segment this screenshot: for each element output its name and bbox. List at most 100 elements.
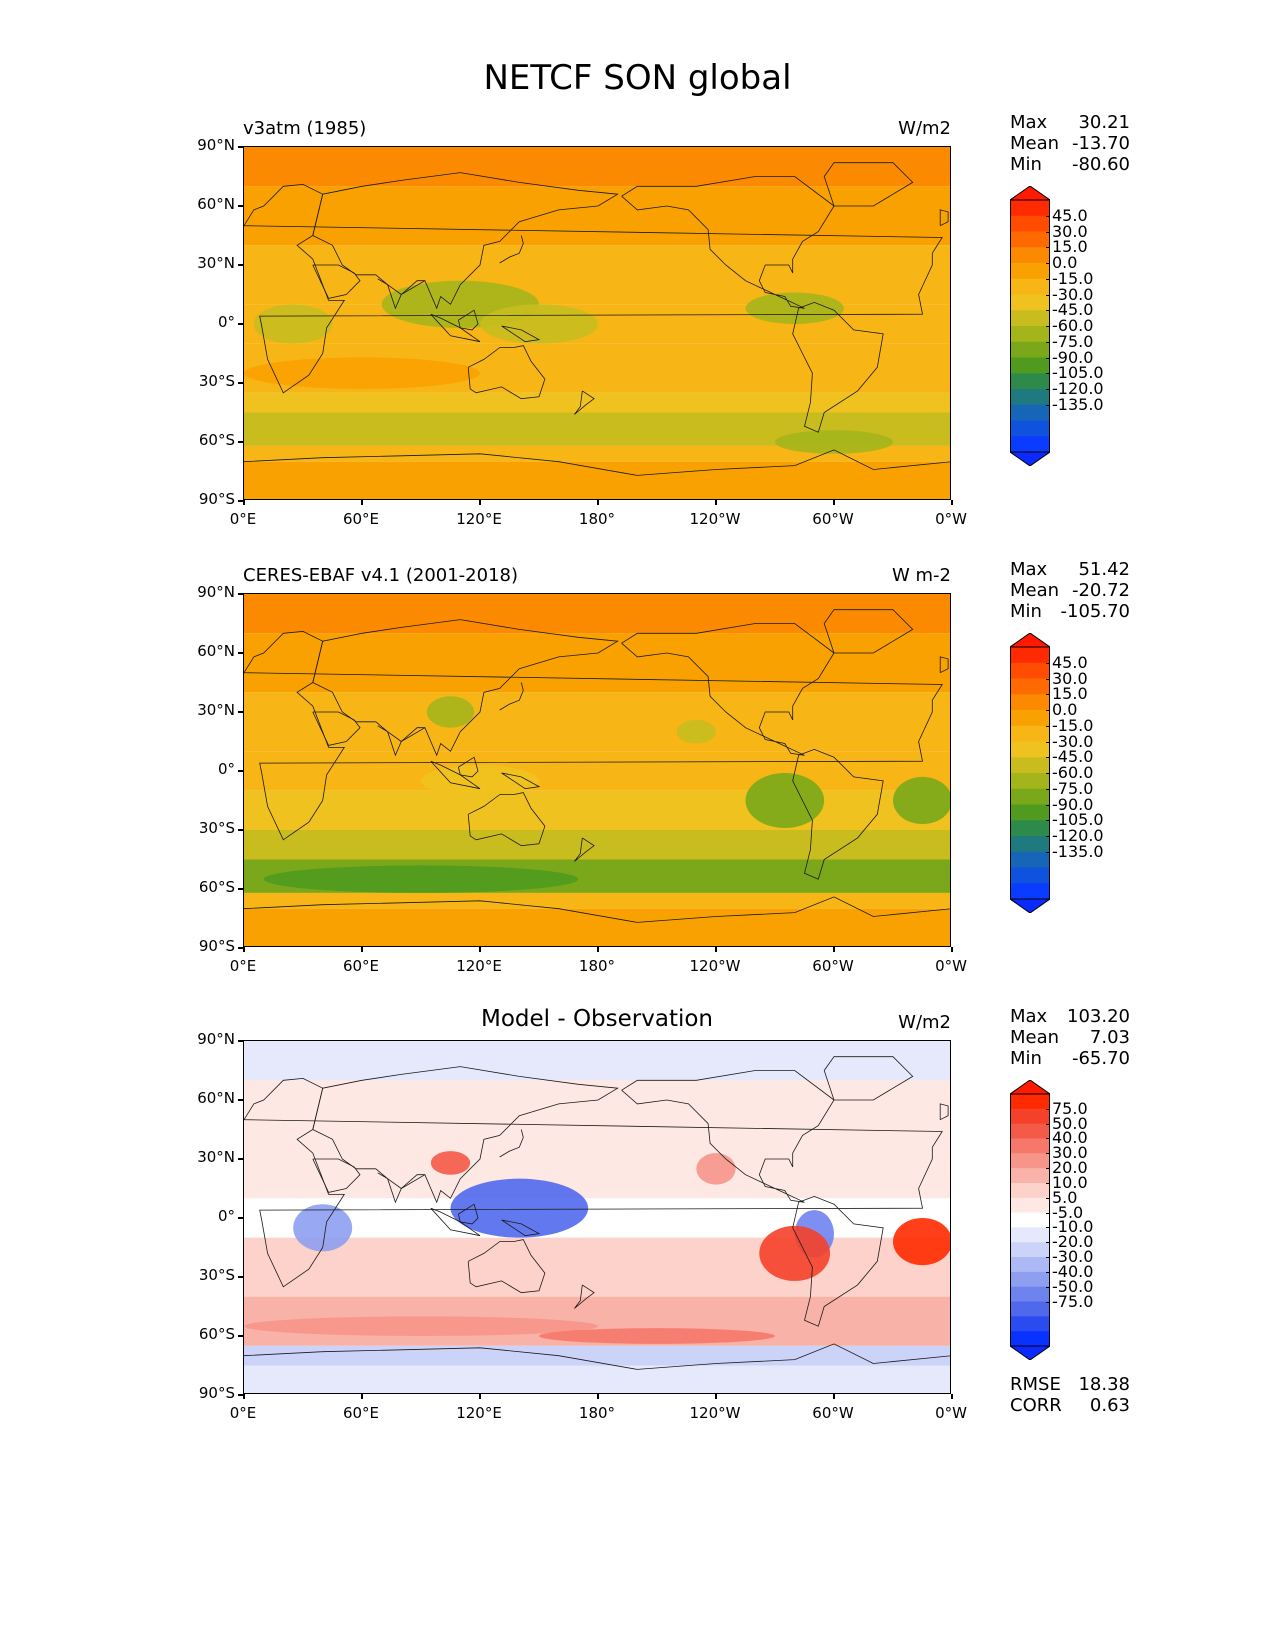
coastline xyxy=(377,278,425,310)
colorbar-tick-mark xyxy=(1046,1242,1050,1244)
colorbar-segment xyxy=(1010,341,1050,358)
lat-tick-label: 90°S xyxy=(198,490,235,508)
lat-tick-mark xyxy=(238,146,243,148)
lon-tick-label: 180° xyxy=(578,957,616,975)
colorbar-tick-mark xyxy=(1046,326,1050,327)
colorbar-segment xyxy=(1010,710,1050,727)
field-feature xyxy=(293,1204,353,1252)
colorbar-tick-mark xyxy=(1046,341,1050,343)
coastline xyxy=(430,760,481,790)
field-band xyxy=(244,1139,950,1199)
lat-tick-mark xyxy=(238,500,243,502)
colorbar-segment xyxy=(1010,773,1050,790)
coastline xyxy=(467,792,546,847)
lon-tick-label: 60°W xyxy=(812,510,854,528)
field-band xyxy=(244,1237,950,1297)
colorbar-tick-label: 15.0 xyxy=(1052,237,1088,257)
coastline xyxy=(377,1172,425,1204)
lon-tick-mark xyxy=(243,1394,245,1399)
lon-tick-label: 120°W xyxy=(689,957,741,975)
map-canvas xyxy=(244,147,950,499)
field-band xyxy=(244,892,950,909)
coastline xyxy=(244,1077,943,1288)
colorbar-segment xyxy=(1010,1138,1050,1154)
stat-value-min: -65.70 xyxy=(1071,1048,1130,1069)
colorbar-segment xyxy=(1010,820,1050,837)
lon-tick-mark xyxy=(479,1394,481,1399)
stat-label-min: Min xyxy=(1010,1048,1042,1069)
colorbar-tick-label: -120.0 xyxy=(1052,826,1104,845)
field-feature xyxy=(745,292,844,324)
lat-tick-mark xyxy=(238,1217,243,1219)
lon-tick-label: 120°W xyxy=(689,1404,741,1422)
colorbar-tick-mark xyxy=(1046,1271,1050,1273)
lon-tick-label: 0°W xyxy=(935,510,967,528)
lat-tick-mark xyxy=(238,205,243,207)
colorbar-outline xyxy=(1010,1093,1050,1347)
colorbar-tick-label: -30.0 xyxy=(1052,1247,1094,1267)
field-feature xyxy=(893,776,950,825)
field-band xyxy=(244,692,950,752)
coastline xyxy=(823,162,914,207)
coastline xyxy=(939,209,949,227)
colorbar-tick-mark xyxy=(1046,1227,1050,1229)
lat-tick-label: 90°S xyxy=(198,1384,235,1402)
field-feature xyxy=(759,1225,831,1281)
colorbar-segment xyxy=(1010,662,1050,679)
lat-tick-label: 0° xyxy=(217,760,235,778)
map-canvas xyxy=(244,1041,950,1393)
stat-value-max: 30.21 xyxy=(1078,112,1130,133)
colorbar-segment xyxy=(1010,389,1050,406)
colorbar-tick-mark xyxy=(1046,1168,1050,1170)
colorbar-tick-label: 0.0 xyxy=(1052,700,1078,719)
lat-tick-label: 60°N xyxy=(197,1089,235,1107)
colorbar-tick-label: -60.0 xyxy=(1052,763,1094,782)
colorbar-tick-mark xyxy=(1046,757,1050,759)
colorbar-tick-label: -105.0 xyxy=(1052,363,1104,383)
stat-label-max: Max xyxy=(1010,1006,1048,1027)
lon-tick-mark xyxy=(243,500,245,505)
colorbar-tick-mark xyxy=(1046,741,1050,743)
colorbar-under-arrow xyxy=(1010,451,1050,466)
field-feature xyxy=(244,1316,598,1336)
map-canvas xyxy=(244,594,950,946)
lon-tick-label: 180° xyxy=(578,510,616,528)
lon-tick-mark xyxy=(361,1394,363,1399)
lat-tick-label: 90°S xyxy=(198,937,235,955)
stat-value-min: -105.70 xyxy=(1060,601,1130,622)
colorbar-segment xyxy=(1010,278,1050,295)
coastline xyxy=(823,609,914,654)
colorbar-segment xyxy=(1010,788,1050,805)
stat-label-corr: CORR xyxy=(1010,1395,1062,1416)
lat-tick-label: 90°N xyxy=(197,1030,235,1048)
field-band xyxy=(244,392,950,413)
field-feature xyxy=(745,772,825,829)
field-band xyxy=(244,245,950,305)
coastline xyxy=(312,264,361,299)
coastline xyxy=(312,1066,619,1204)
colorbar-tick-label: -50.0 xyxy=(1052,1276,1094,1296)
lat-tick-mark xyxy=(238,1099,243,1101)
colorbar-canvas xyxy=(1010,633,1050,913)
colorbar-tick-mark xyxy=(1046,851,1050,853)
colorbar-tick-mark xyxy=(1046,1153,1050,1155)
colorbar-segment xyxy=(1010,310,1050,327)
colorbar-under-arrow xyxy=(1010,898,1050,913)
field-band xyxy=(244,830,950,860)
colorbar-tick-mark xyxy=(1046,804,1050,806)
lon-tick-mark xyxy=(951,1394,953,1399)
lon-tick-mark xyxy=(833,947,835,952)
lon-tick-label: 120°E xyxy=(456,510,502,528)
colorbar-tick-label: -75.0 xyxy=(1052,778,1094,798)
coastline xyxy=(430,1207,481,1237)
lat-tick-label: 60°S xyxy=(198,878,235,896)
lat-tick-label: 60°S xyxy=(198,1325,235,1343)
colorbar-tick-mark xyxy=(1046,373,1050,375)
colorbar-tick-label: 10.0 xyxy=(1052,1172,1088,1192)
coastline xyxy=(312,619,619,757)
colorbar xyxy=(1010,186,1050,466)
coastline xyxy=(312,1158,361,1193)
colorbar-tick-mark xyxy=(1046,294,1050,296)
colorbar-segment xyxy=(1010,1301,1050,1317)
colorbar-tick-mark xyxy=(1046,263,1050,264)
